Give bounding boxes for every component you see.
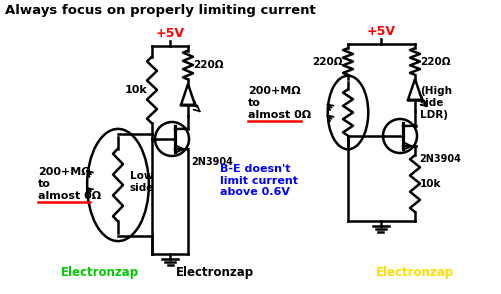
Text: 2N3904: 2N3904 [418, 154, 460, 164]
Text: to: to [247, 98, 261, 108]
Text: 200+MΩ: 200+MΩ [247, 86, 300, 96]
Text: 220Ω: 220Ω [192, 60, 223, 70]
Text: almost 0Ω: almost 0Ω [38, 191, 101, 201]
Text: B-E doesn't
limit current
above 0.6V: B-E doesn't limit current above 0.6V [219, 164, 298, 197]
Text: Always focus on properly limiting current: Always focus on properly limiting curren… [5, 4, 315, 17]
Text: Electronzap: Electronzap [61, 266, 139, 279]
Text: 10k: 10k [124, 85, 147, 95]
Text: +5V: +5V [155, 27, 184, 40]
Text: 200+MΩ: 200+MΩ [38, 167, 91, 177]
Text: 220Ω: 220Ω [312, 57, 342, 67]
Text: Low
side: Low side [130, 171, 154, 193]
Text: to: to [38, 179, 51, 189]
Text: Electronzap: Electronzap [375, 266, 453, 279]
Text: (High
side
LDR): (High side LDR) [419, 86, 451, 120]
Text: 220Ω: 220Ω [419, 57, 449, 67]
Text: 2N3904: 2N3904 [190, 157, 232, 167]
Text: +5V: +5V [366, 25, 395, 38]
Text: almost 0Ω: almost 0Ω [247, 110, 311, 120]
Text: Electronzap: Electronzap [175, 266, 254, 279]
Text: 10k: 10k [419, 179, 440, 189]
